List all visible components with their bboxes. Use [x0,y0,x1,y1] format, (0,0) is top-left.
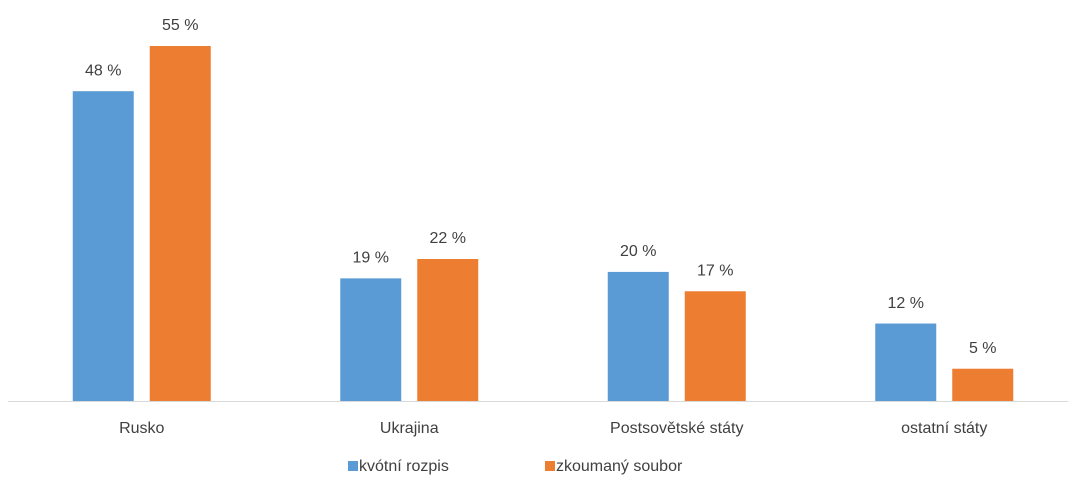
bar [607,271,669,401]
data-label: 12 % [888,295,924,312]
bar [952,368,1014,401]
data-label: 55 % [162,17,198,34]
data-label: 20 % [620,243,656,260]
data-label: 22 % [430,230,466,247]
legend-swatch [348,461,358,471]
bar [875,323,937,401]
bar [149,46,211,401]
data-label: 17 % [697,262,733,279]
x-tick-label: Ukrajina [380,420,439,437]
legend-label: zkoumaný soubor [556,458,683,475]
x-tick-label: Rusko [119,420,164,437]
bar [72,91,134,401]
x-tick-label: Postsovětské státy [610,420,743,437]
bar [417,259,479,401]
bar [340,278,402,401]
x-tick-label: ostatní státy [901,420,987,437]
data-label: 19 % [353,250,389,267]
data-label: 48 % [85,62,121,79]
bar [684,291,746,401]
data-label: 5 % [969,340,997,357]
legend-label: kvótní rozpis [359,458,449,475]
legend-swatch [545,461,555,471]
